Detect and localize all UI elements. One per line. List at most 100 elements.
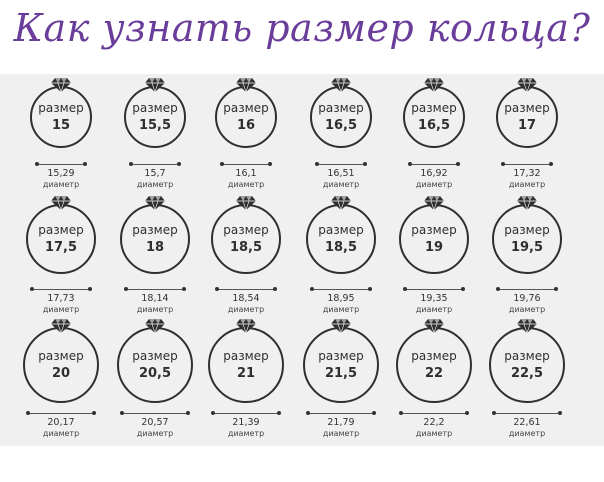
diameter-label: 18,54 диаметр: [211, 293, 281, 315]
size-value: 21,5: [324, 366, 358, 381]
diameter-label: 20,57 диаметр: [120, 417, 190, 439]
diameter-caption: диаметр: [136, 180, 174, 189]
ring-outline: [306, 204, 376, 274]
ring-outline: [23, 327, 99, 403]
diameter-caption: диаметр: [227, 305, 265, 314]
diamond-icon: [144, 195, 166, 211]
diameter-value: 16,51: [327, 168, 355, 179]
size-value: 15: [51, 118, 71, 133]
ring-outline: [489, 327, 565, 403]
diameter-value: 18,95: [327, 293, 355, 304]
diameter-scale-line: [215, 287, 277, 291]
ring-size-item: размер 19: [399, 196, 469, 274]
size-label: размер: [318, 349, 364, 363]
diamond-icon: [330, 77, 352, 93]
size-label: размер: [132, 349, 178, 363]
diameter-label: 21,79 диаметр: [306, 417, 376, 439]
ring-outline: [208, 327, 284, 403]
diameter-caption: диаметр: [322, 180, 360, 189]
size-label: размер: [411, 223, 457, 237]
size-label: размер: [38, 349, 84, 363]
diameter-scale-line: [124, 287, 186, 291]
size-value: 16,5: [324, 118, 358, 133]
size-value: 22: [424, 366, 444, 381]
diameter-caption: диаметр: [322, 429, 360, 438]
ring-size-item: размер 18,5: [211, 196, 281, 274]
ring-size-item: размер 15: [30, 78, 92, 148]
diameter-label: 18,95 диаметр: [306, 293, 376, 315]
diameter-caption: диаметр: [508, 180, 546, 189]
diameter-label: 19,76 диаметр: [492, 293, 562, 315]
diameter-value: 21,39: [232, 417, 260, 428]
ring-size-item: размер 18: [120, 196, 190, 274]
ring-size-item: размер 15,5: [124, 78, 186, 148]
diameter-label: 17,73 диаметр: [26, 293, 96, 315]
diameter-value: 15,7: [144, 168, 166, 179]
diameter-label: 17,32 диаметр: [492, 168, 562, 190]
diameter-scale-line: [403, 287, 465, 291]
diameter-scale-line: [408, 162, 460, 166]
diamond-icon: [516, 77, 538, 93]
size-label: размер: [132, 101, 178, 115]
ring-outline: [215, 86, 277, 148]
diameter-value: 21,79: [327, 417, 355, 428]
size-label: размер: [318, 223, 364, 237]
page-title: Как узнать размер кольца?: [13, 6, 591, 50]
size-label: размер: [318, 101, 364, 115]
diamond-icon: [235, 77, 257, 93]
diamond-icon: [144, 318, 166, 334]
ring-size-chart: размер 15 15,29 диаметр размер 15,5 15,7 диамет…: [0, 74, 604, 446]
ring-outline: [396, 327, 472, 403]
diameter-caption: диаметр: [415, 180, 453, 189]
ring-size-item: размер 20: [23, 319, 99, 403]
diameter-label: 16,1 диаметр: [211, 168, 281, 190]
diameter-caption: диаметр: [136, 429, 174, 438]
ring-outline: [496, 86, 558, 148]
size-label: размер: [223, 223, 269, 237]
diameter-value: 20,57: [141, 417, 169, 428]
diameter-caption: диаметр: [227, 429, 265, 438]
diameter-value: 19,76: [513, 293, 541, 304]
size-label: размер: [504, 349, 550, 363]
diameter-caption: диаметр: [227, 180, 265, 189]
ring-size-item: размер 21: [208, 319, 284, 403]
diameter-scale-line: [129, 162, 181, 166]
diamond-icon: [330, 195, 352, 211]
diameter-value: 16,1: [235, 168, 257, 179]
ring-size-item: размер 17,5: [26, 196, 96, 274]
diameter-label: 22,2 диаметр: [399, 417, 469, 439]
diameter-scale-line: [501, 162, 553, 166]
size-value: 19: [424, 240, 444, 255]
size-value: 22,5: [510, 366, 544, 381]
diamond-icon: [235, 318, 257, 334]
ring-outline: [303, 327, 379, 403]
size-value: 21: [236, 366, 256, 381]
size-label: размер: [411, 101, 457, 115]
diameter-scale-line: [120, 411, 190, 415]
size-value: 19,5: [510, 240, 544, 255]
ring-size-item: размер 16: [215, 78, 277, 148]
diameter-caption: диаметр: [42, 429, 80, 438]
ring-size-item: размер 17: [496, 78, 558, 148]
diamond-icon: [330, 318, 352, 334]
ring-outline: [399, 204, 469, 274]
diameter-caption: диаметр: [42, 180, 80, 189]
size-label: размер: [411, 349, 457, 363]
diameter-value: 15,29: [47, 168, 75, 179]
size-label: размер: [38, 101, 84, 115]
size-value: 18: [145, 240, 165, 255]
diameter-value: 16,92: [420, 168, 448, 179]
diameter-scale-line: [306, 411, 376, 415]
ring-outline: [310, 86, 372, 148]
diamond-icon: [50, 318, 72, 334]
diamond-icon: [144, 77, 166, 93]
diameter-value: 17,32: [513, 168, 541, 179]
diameter-caption: диаметр: [136, 305, 174, 314]
diameter-label: 21,39 диаметр: [211, 417, 281, 439]
size-value: 18,5: [324, 240, 358, 255]
diamond-icon: [50, 195, 72, 211]
diameter-scale-line: [310, 287, 372, 291]
ring-size-item: размер 18,5: [306, 196, 376, 274]
diameter-scale-line: [492, 411, 562, 415]
diameter-caption: диаметр: [322, 305, 360, 314]
